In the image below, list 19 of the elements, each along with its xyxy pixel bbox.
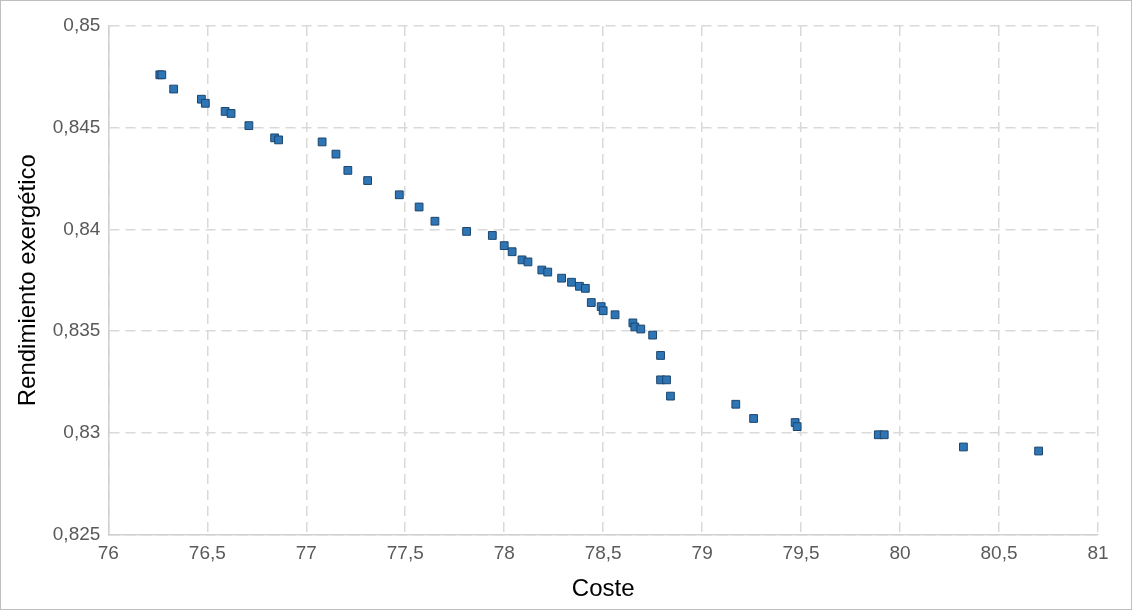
x-tick-label: 80	[889, 542, 911, 564]
y-axis-title: Rendimiento exergético	[13, 154, 41, 407]
x-tick-label: 78,5	[584, 542, 622, 564]
x-tick-label: 76,5	[188, 542, 226, 564]
y-tick-label: 0,83	[63, 420, 101, 442]
x-tick-label: 80,5	[980, 542, 1018, 564]
x-tick-label: 79	[691, 542, 713, 564]
y-tick-label: 0,825	[52, 522, 101, 544]
x-axis-title: Coste	[571, 574, 635, 602]
x-tick-label: 79,5	[782, 542, 820, 564]
x-tick-label: 77	[295, 542, 317, 564]
y-tick-label: 0,845	[52, 115, 101, 137]
y-tick-label: 0,835	[52, 319, 101, 341]
x-tick-label: 78	[493, 542, 515, 564]
x-tick-label: 81	[1087, 542, 1109, 564]
y-tick-label: 0,84	[63, 217, 101, 239]
x-tick-label: 77,5	[386, 542, 424, 564]
x-tick-label: 76	[97, 542, 119, 564]
y-tick-label: 0,85	[63, 14, 101, 36]
